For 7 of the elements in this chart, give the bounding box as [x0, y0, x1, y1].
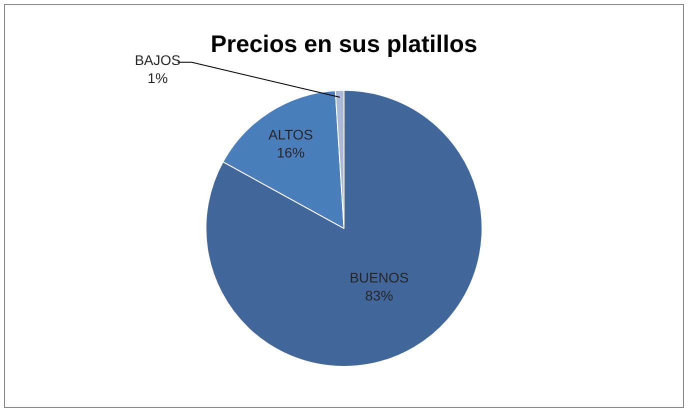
data-label: 16%: [276, 144, 305, 160]
chart-title: Precios en sus platillos: [210, 31, 478, 58]
data-label: 1%: [148, 70, 168, 86]
slice-label: BUENOS: [350, 270, 409, 286]
slice-label: BAJOS: [134, 52, 181, 68]
slice-label: ALTOS: [268, 126, 314, 142]
data-label: 83%: [365, 288, 394, 304]
